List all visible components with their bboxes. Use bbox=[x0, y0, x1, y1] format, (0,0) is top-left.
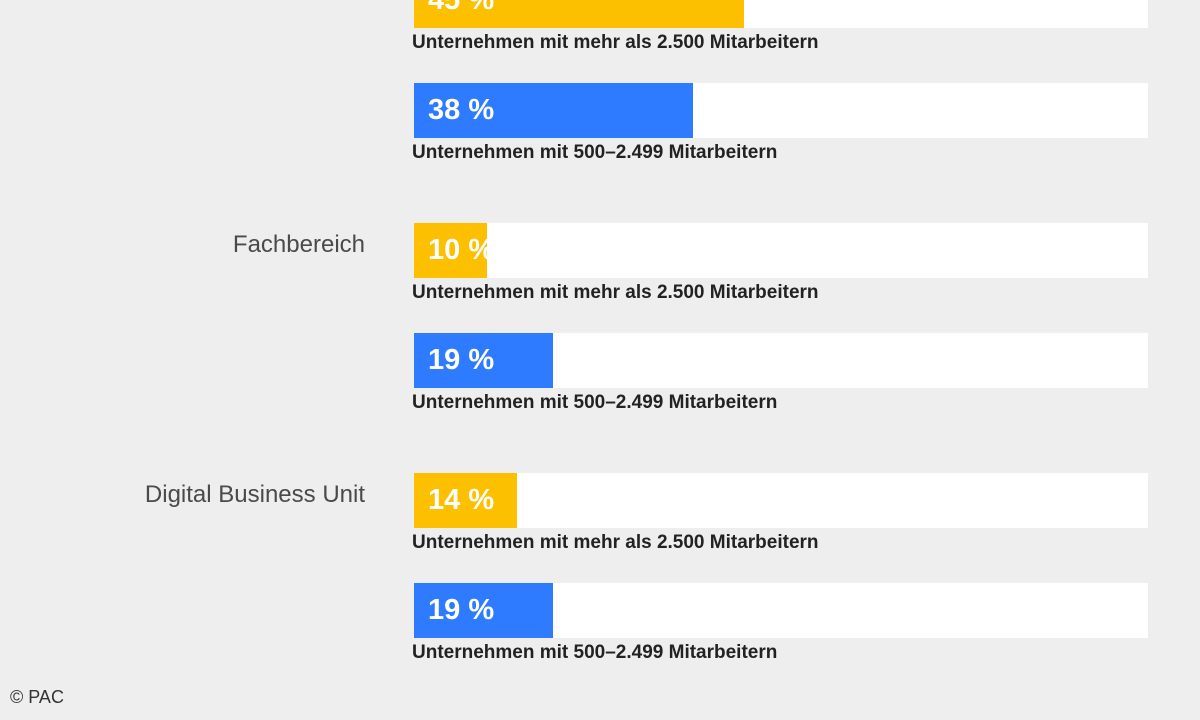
bar-caption: Unternehmen mit mehr als 2.500 Mitarbeit… bbox=[412, 532, 819, 553]
bar-mid bbox=[414, 333, 553, 388]
bar-mid bbox=[414, 83, 693, 138]
bar-track: 19 % bbox=[414, 583, 1148, 638]
bar-caption: Unternehmen mit 500–2.499 Mitarbeitern bbox=[412, 642, 778, 663]
bar-track: 10 % bbox=[414, 223, 1148, 278]
bar-track: 19 % bbox=[414, 333, 1148, 388]
bar-caption: Unternehmen mit mehr als 2.500 Mitarbeit… bbox=[412, 32, 819, 53]
bar-track: 45 % bbox=[414, 0, 1148, 28]
bar-large bbox=[414, 0, 744, 28]
bar-caption: Unternehmen mit 500–2.499 Mitarbeitern bbox=[412, 142, 778, 163]
bar-caption: Unternehmen mit 500–2.499 Mitarbeitern bbox=[412, 392, 778, 413]
bar-value-label: 19 % bbox=[428, 344, 495, 376]
bar-value-label: 38 % bbox=[428, 94, 495, 126]
bar-value-label: 10 % bbox=[428, 234, 495, 266]
bar-value-label: 19 % bbox=[428, 594, 495, 626]
bar-track: 38 % bbox=[414, 83, 1148, 138]
group-label: Fachbereich bbox=[232, 231, 365, 258]
bar-caption: Unternehmen mit mehr als 2.500 Mitarbeit… bbox=[412, 282, 819, 303]
copyright-label: © PAC bbox=[10, 687, 64, 707]
bar-value-label: 14 % bbox=[428, 484, 495, 516]
bar-large bbox=[414, 473, 517, 528]
bar-mid bbox=[414, 583, 553, 638]
group-label: Digital Business Unit bbox=[144, 481, 365, 508]
bar-track: 14 % bbox=[414, 473, 1148, 528]
bar-value-label: 45 % bbox=[428, 0, 495, 16]
bar-large bbox=[414, 223, 487, 278]
